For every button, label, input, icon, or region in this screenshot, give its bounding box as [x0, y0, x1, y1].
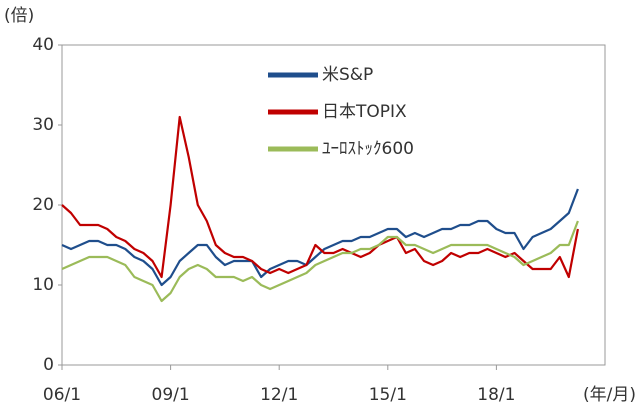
legend-label: 日本TOPIX — [322, 102, 407, 122]
y-tick-label: 40 — [32, 35, 54, 55]
y-tick-label: 10 — [32, 275, 54, 295]
x-tick-label: 06/1 — [43, 385, 81, 405]
x-tick-label: 12/1 — [260, 385, 298, 405]
legend-label: 米S&P — [322, 65, 373, 85]
y-tick-label: 20 — [32, 195, 54, 215]
y-tick-label: 30 — [32, 115, 54, 135]
series-line — [61, 220, 579, 303]
y-tick-label: 0 — [43, 355, 54, 375]
series-line — [61, 188, 579, 287]
plot-frame — [61, 44, 606, 366]
x-tick-label: 15/1 — [369, 385, 407, 405]
x-tick-label: 09/1 — [152, 385, 190, 405]
legend-label: ﾕｰﾛｽﾄｯｸ600 — [322, 139, 414, 159]
x-tick-label: 18/1 — [477, 385, 515, 405]
x-unit-label: (年/月) — [583, 385, 636, 405]
y-unit-label: (倍) — [4, 6, 34, 26]
series-line — [61, 115, 579, 279]
